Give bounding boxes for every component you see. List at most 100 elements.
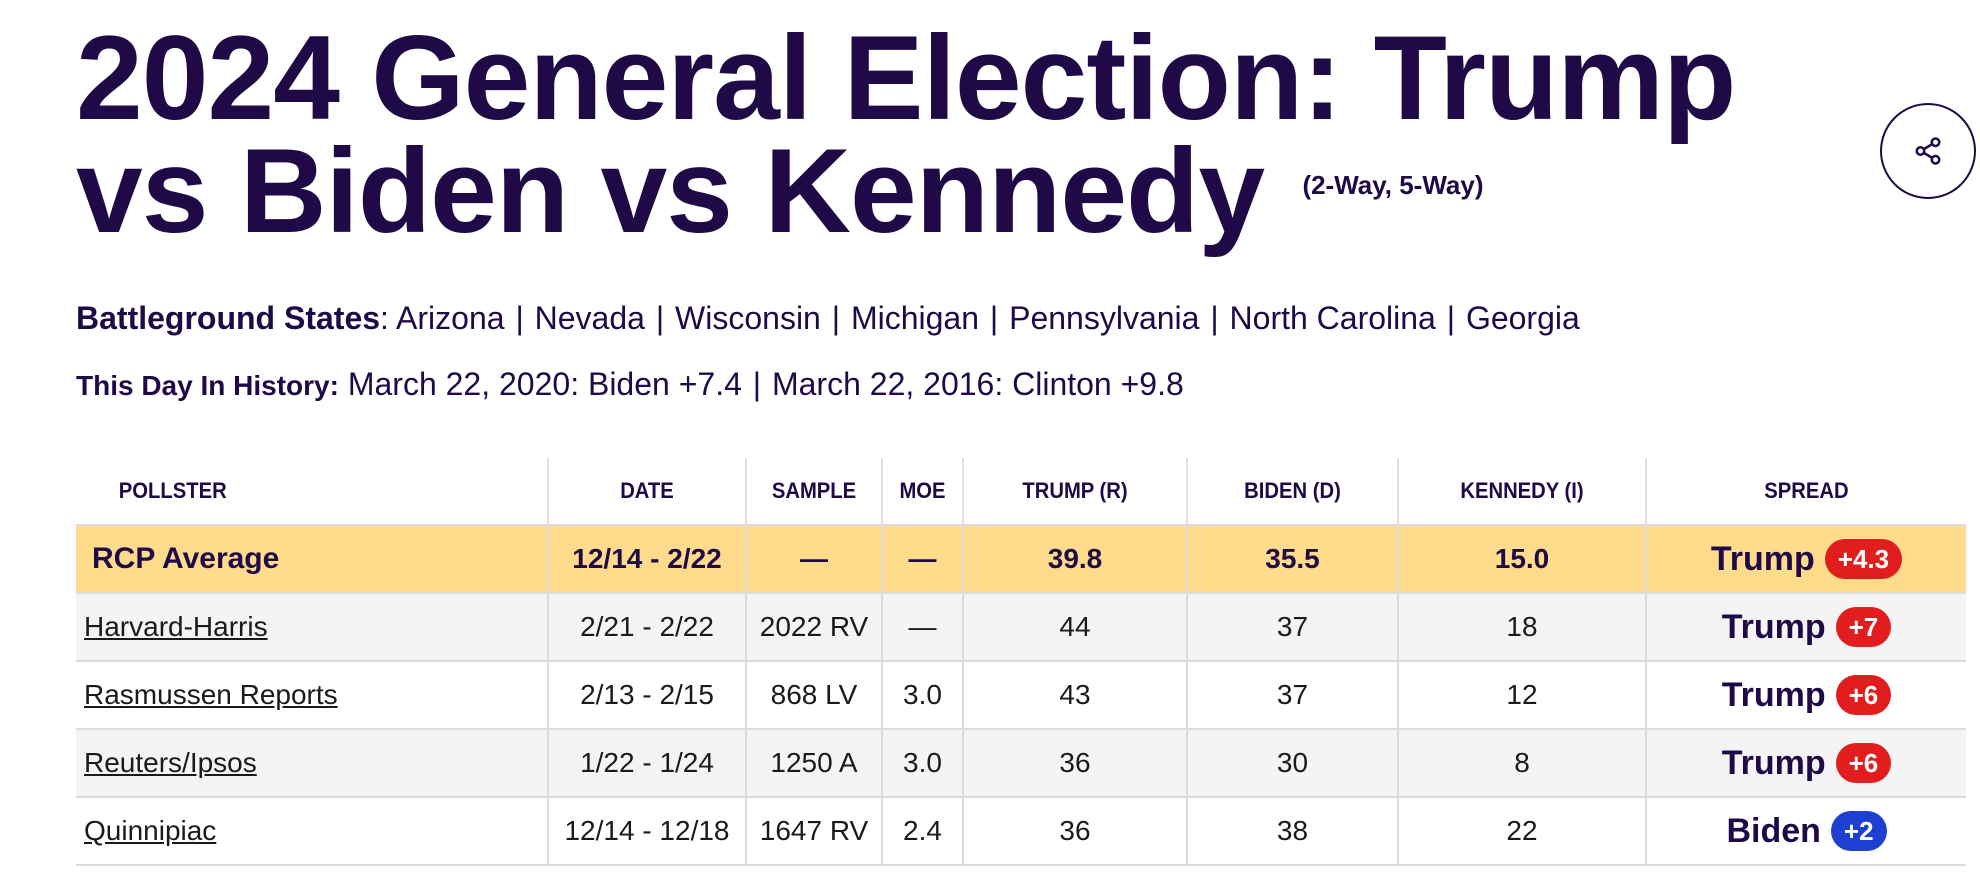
pollster-cell: Reuters/Ipsos: [76, 728, 548, 797]
average-spread: Trump +4.3: [1645, 524, 1966, 593]
spread-badge: +4.3: [1824, 539, 1903, 579]
spread: Trump +4.3: [1710, 539, 1903, 579]
biden-cell: 38: [1186, 796, 1398, 866]
moe-cell: 3.0: [881, 660, 963, 729]
column-header-moe[interactable]: MOE: [884, 458, 960, 525]
average-date: 12/14 - 2/22: [547, 524, 746, 593]
battleground-state-link[interactable]: North Carolina: [1229, 300, 1436, 336]
title-suffix: (2-Way, 5-Way): [1302, 170, 1484, 200]
state-separator: |: [1437, 300, 1464, 336]
state-separator: |: [646, 300, 674, 336]
table-header-row: POLLSTER DATE SAMPLE MOE TRUMP (R) BIDEN…: [76, 458, 1966, 525]
trump-cell: 43: [962, 660, 1187, 729]
average-trump: 39.8: [962, 524, 1187, 593]
history-entry: March 22, 2020: Biden +7.4: [347, 366, 742, 402]
spread-winner: Trump: [1721, 607, 1826, 646]
kennedy-cell: 12: [1397, 660, 1646, 729]
trump-cell: 44: [962, 592, 1187, 661]
pollster-cell: Harvard-Harris: [76, 592, 548, 661]
column-header-sample[interactable]: SAMPLE: [750, 458, 877, 525]
pollster-link[interactable]: Quinnipiac: [84, 815, 217, 846]
kennedy-cell: 18: [1397, 592, 1646, 661]
spread: Trump +7: [1722, 607, 1892, 647]
biden-cell: 30: [1186, 728, 1398, 797]
spread-cell: Biden +2: [1645, 796, 1966, 866]
biden-cell: 37: [1186, 592, 1398, 661]
pollster-link[interactable]: Harvard-Harris: [84, 611, 268, 642]
moe-cell: 3.0: [881, 728, 963, 797]
state-separator: |: [506, 300, 533, 336]
battleground-states: Battleground States: Arizona | Nevada | …: [76, 300, 1580, 336]
trump-cell: 36: [962, 728, 1187, 797]
spread: Trump +6: [1722, 743, 1892, 783]
date-cell: 1/22 - 1/24: [547, 728, 746, 797]
spread-badge: +6: [1835, 743, 1892, 783]
sample-cell: 868 LV: [745, 660, 882, 729]
battleground-state-link[interactable]: Nevada: [534, 300, 645, 336]
spread-cell: Trump +6: [1645, 728, 1966, 797]
average-sample: —: [745, 524, 882, 593]
column-header-trump[interactable]: TRUMP (R): [971, 458, 1179, 525]
trump-cell: 36: [962, 796, 1187, 866]
title-text: 2024 General Election: Trump vs Biden vs…: [76, 11, 1736, 258]
average-moe: —: [881, 524, 963, 593]
average-kennedy: 15.0: [1397, 524, 1646, 593]
sample-cell: 1647 RV: [745, 796, 882, 866]
pollster-link[interactable]: Rasmussen Reports: [84, 679, 338, 710]
table-row: Rasmussen Reports 2/13 - 2/15 868 LV 3.0…: [76, 660, 1966, 729]
column-header-spread[interactable]: SPREAD: [1657, 458, 1954, 525]
battleground-state-list: Arizona | Nevada | Wisconsin | Michigan …: [396, 300, 1580, 336]
spread-winner: Trump: [1710, 539, 1815, 578]
spread-cell: Trump +7: [1645, 592, 1966, 661]
spread: Trump +6: [1722, 675, 1892, 715]
state-separator: |: [1201, 300, 1228, 336]
spread-cell: Trump +6: [1645, 660, 1966, 729]
pollster-cell: Quinnipiac: [76, 796, 548, 866]
battleground-state-link[interactable]: Michigan: [850, 300, 979, 336]
spread-winner: Trump: [1721, 675, 1826, 714]
polls-table: POLLSTER DATE SAMPLE MOE TRUMP (R) BIDEN…: [76, 458, 1966, 866]
sample-cell: 1250 A: [745, 728, 882, 797]
state-separator: |: [981, 300, 1008, 336]
this-day-in-history: This Day In History: March 22, 2020: Bid…: [76, 366, 1184, 403]
battleground-state-link[interactable]: Pennsylvania: [1009, 300, 1200, 336]
spread-badge: +6: [1835, 675, 1892, 715]
table-row: Harvard-Harris 2/21 - 2/22 2022 RV — 44 …: [76, 592, 1966, 661]
moe-cell: —: [881, 592, 963, 661]
state-separator: |: [822, 300, 849, 336]
date-cell: 12/14 - 12/18: [547, 796, 746, 866]
pollster-cell: Rasmussen Reports: [76, 660, 548, 729]
column-header-biden[interactable]: BIDEN (D): [1194, 458, 1390, 525]
battleground-state-link[interactable]: Georgia: [1465, 300, 1580, 336]
table-row: Quinnipiac 12/14 - 12/18 1647 RV 2.4 36 …: [76, 796, 1966, 866]
column-header-date[interactable]: DATE: [554, 458, 739, 525]
spread-badge: +7: [1835, 607, 1892, 647]
spread-badge: +2: [1830, 811, 1887, 851]
spread-winner: Biden: [1726, 811, 1821, 850]
spread: Biden +2: [1726, 811, 1887, 851]
average-pollster: RCP Average: [76, 524, 548, 593]
kennedy-cell: 8: [1397, 728, 1646, 797]
history-label: This Day In History:: [76, 370, 339, 401]
sample-cell: 2022 RV: [745, 592, 882, 661]
column-header-kennedy[interactable]: KENNEDY (I): [1407, 458, 1637, 525]
rcp-average-row: RCP Average 12/14 - 2/22 — — 39.8 35.5 1…: [76, 524, 1966, 593]
history-separator: |: [743, 366, 770, 402]
history-entry: March 22, 2016: Clinton +9.8: [771, 366, 1184, 402]
page-title: 2024 General Election: Trump vs Biden vs…: [76, 18, 1776, 251]
biden-cell: 37: [1186, 660, 1398, 729]
moe-cell: 2.4: [881, 796, 963, 866]
share-button[interactable]: [1880, 103, 1976, 199]
share-icon: [1915, 137, 1941, 165]
average-biden: 35.5: [1186, 524, 1398, 593]
column-header-pollster[interactable]: POLLSTER: [118, 478, 227, 503]
spread-winner: Trump: [1721, 743, 1826, 782]
kennedy-cell: 22: [1397, 796, 1646, 866]
date-cell: 2/21 - 2/22: [547, 592, 746, 661]
battleground-label: Battleground States: [76, 300, 381, 336]
pollster-link[interactable]: Reuters/Ipsos: [84, 747, 257, 778]
battleground-state-link[interactable]: Wisconsin: [675, 300, 821, 336]
table-row: Reuters/Ipsos 1/22 - 1/24 1250 A 3.0 36 …: [76, 728, 1966, 797]
battleground-state-link[interactable]: Arizona: [396, 300, 505, 336]
date-cell: 2/13 - 2/15: [547, 660, 746, 729]
